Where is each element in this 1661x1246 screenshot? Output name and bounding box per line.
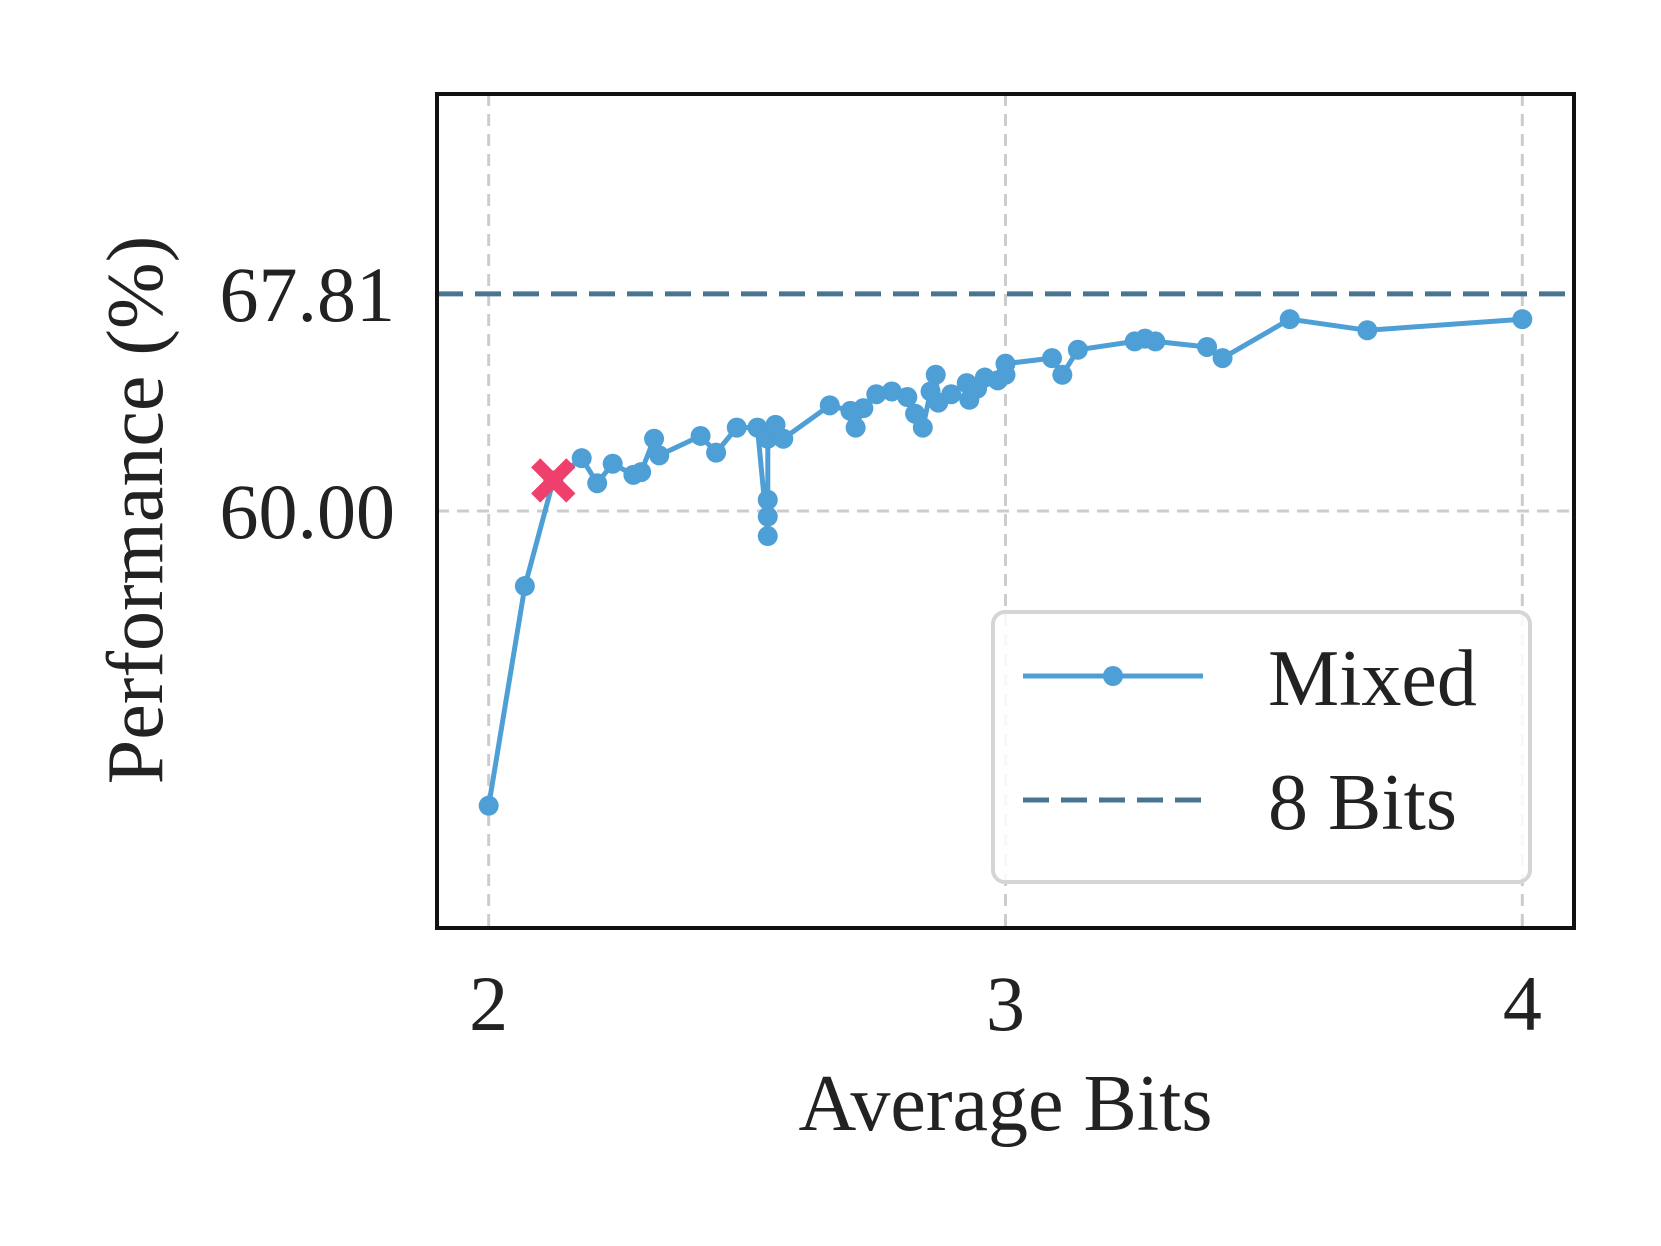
- x-axis-label: Average Bits: [799, 1060, 1213, 1148]
- series-mixed-point: [1042, 348, 1063, 369]
- series-mixed-point: [925, 364, 946, 385]
- series-mixed-point: [571, 448, 592, 469]
- series-mixed-point: [757, 489, 778, 510]
- series-mixed-point: [1052, 364, 1073, 385]
- series-mixed-point: [845, 417, 866, 438]
- series-mixed-point: [706, 442, 727, 463]
- series-mixed-point: [644, 428, 665, 449]
- series-mixed-point: [1067, 339, 1088, 360]
- series-mixed-point: [587, 473, 608, 494]
- series-mixed-point: [690, 425, 711, 446]
- series-mixed-point: [912, 417, 933, 438]
- series-mixed-point: [478, 795, 499, 816]
- legend-marker-mixed: [1103, 666, 1123, 686]
- series-mixed-point: [649, 445, 670, 466]
- series-mixed-point: [881, 381, 902, 402]
- legend-label-mixed: Mixed: [1268, 635, 1477, 723]
- series-layer: [478, 309, 1533, 816]
- series-mixed-point: [1145, 331, 1166, 352]
- series-mixed-point: [1212, 348, 1233, 369]
- series-mixed-point: [514, 576, 535, 597]
- series-mixed-point: [941, 384, 962, 405]
- legend: Mixed 8 Bits: [991, 610, 1532, 884]
- x-tick-labels: 2 3 4: [469, 960, 1542, 1047]
- series-mixed-point: [897, 387, 918, 408]
- y-axis-label: Performance (%): [92, 236, 180, 785]
- x-tick-label: 2: [469, 960, 508, 1047]
- series-mixed-point: [1357, 320, 1378, 341]
- series-mixed-point: [773, 428, 794, 449]
- series-mixed-point: [995, 353, 1016, 374]
- y-tick-label: 67.81: [220, 251, 396, 338]
- series-mixed-point: [757, 506, 778, 527]
- legend-label-8-bits: 8 Bits: [1268, 759, 1457, 847]
- highlight-x-marker: [531, 458, 576, 503]
- series-mixed-point: [726, 417, 747, 438]
- grid: [437, 94, 1574, 928]
- series-mixed-point: [631, 462, 652, 483]
- series-mixed-point: [1279, 309, 1300, 330]
- series-mixed-point: [853, 398, 874, 419]
- highlight-layer: [531, 458, 576, 503]
- plot-frame: [435, 92, 1576, 930]
- series-mixed-point: [1197, 336, 1218, 357]
- series-mixed-point: [1512, 309, 1533, 330]
- y-tick-labels: 60.00 67.81: [220, 251, 396, 555]
- series-mixed-point: [866, 384, 887, 405]
- series-mixed-point: [757, 526, 778, 547]
- series-mixed-point: [819, 395, 840, 416]
- y-tick-label: 60.00: [220, 468, 396, 555]
- x-tick-label: 4: [1503, 960, 1542, 1047]
- legend-box: [991, 610, 1532, 884]
- series-mixed-point: [602, 453, 623, 474]
- x-tick-label: 3: [986, 960, 1025, 1047]
